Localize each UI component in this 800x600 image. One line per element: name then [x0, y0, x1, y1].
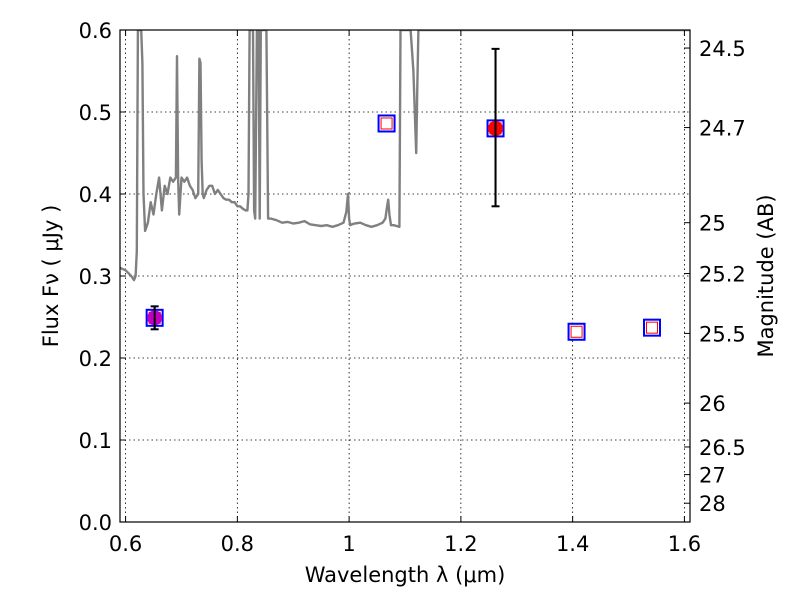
- x-tick-label: 1: [342, 532, 355, 556]
- y2-tick-label: 25.2: [699, 263, 746, 287]
- y2-tick-label: 25.5: [699, 322, 746, 346]
- model-point-inner: [570, 325, 583, 338]
- y-tick-label: 0.5: [79, 101, 112, 125]
- x-tick-label: 0.6: [109, 532, 142, 556]
- y2-tick-label: 26: [699, 392, 726, 416]
- y-axis-title: Flux Fν ( μJy ): [39, 205, 63, 348]
- x-tick-label: 0.8: [221, 532, 254, 556]
- x-tick-label: 1.2: [444, 532, 477, 556]
- y-tick-label: 0.3: [79, 265, 112, 289]
- model-point-outer: [567, 322, 586, 341]
- y2-axis: 24.5 24.7 25 25.2 25.5 26 26.5 27 28: [684, 37, 746, 516]
- model-point: [377, 114, 396, 133]
- y2-tick-label: 28: [699, 492, 726, 516]
- model-point: [643, 318, 661, 337]
- y2-tick-label: 25: [699, 212, 726, 236]
- y-tick-label: 0.0: [79, 511, 112, 535]
- y2-tick-label: 24.5: [699, 37, 746, 61]
- y-axis: 0.0 0.1 0.2 0.3 0.4 0.5 0.6: [79, 19, 126, 535]
- y2-tick-label: 27: [699, 464, 726, 488]
- y2-tick-label: 24.7: [699, 117, 746, 141]
- model-point-outer: [377, 114, 396, 133]
- y-tick-label: 0.4: [79, 183, 112, 207]
- data-layer: [120, 30, 690, 341]
- y2-axis-title: Magnitude (AB): [754, 194, 778, 357]
- x-axis-title: Wavelength λ (μm): [305, 563, 506, 587]
- y-tick-label: 0.1: [79, 429, 112, 453]
- spectrum-line: [120, 30, 690, 282]
- model-point-inner: [646, 321, 658, 334]
- x-tick-label: 1.6: [668, 532, 701, 556]
- x-tick-label: 1.4: [556, 532, 589, 556]
- model-point: [567, 322, 586, 341]
- y2-tick-label: 26.5: [699, 436, 746, 460]
- model-point-outer: [643, 318, 661, 337]
- y-tick-label: 0.2: [79, 347, 112, 371]
- model-point-inner: [380, 117, 393, 130]
- y-tick-label: 0.6: [79, 19, 112, 43]
- x-axis: 0.6 0.8 1 1.2 1.4 1.6: [109, 30, 701, 556]
